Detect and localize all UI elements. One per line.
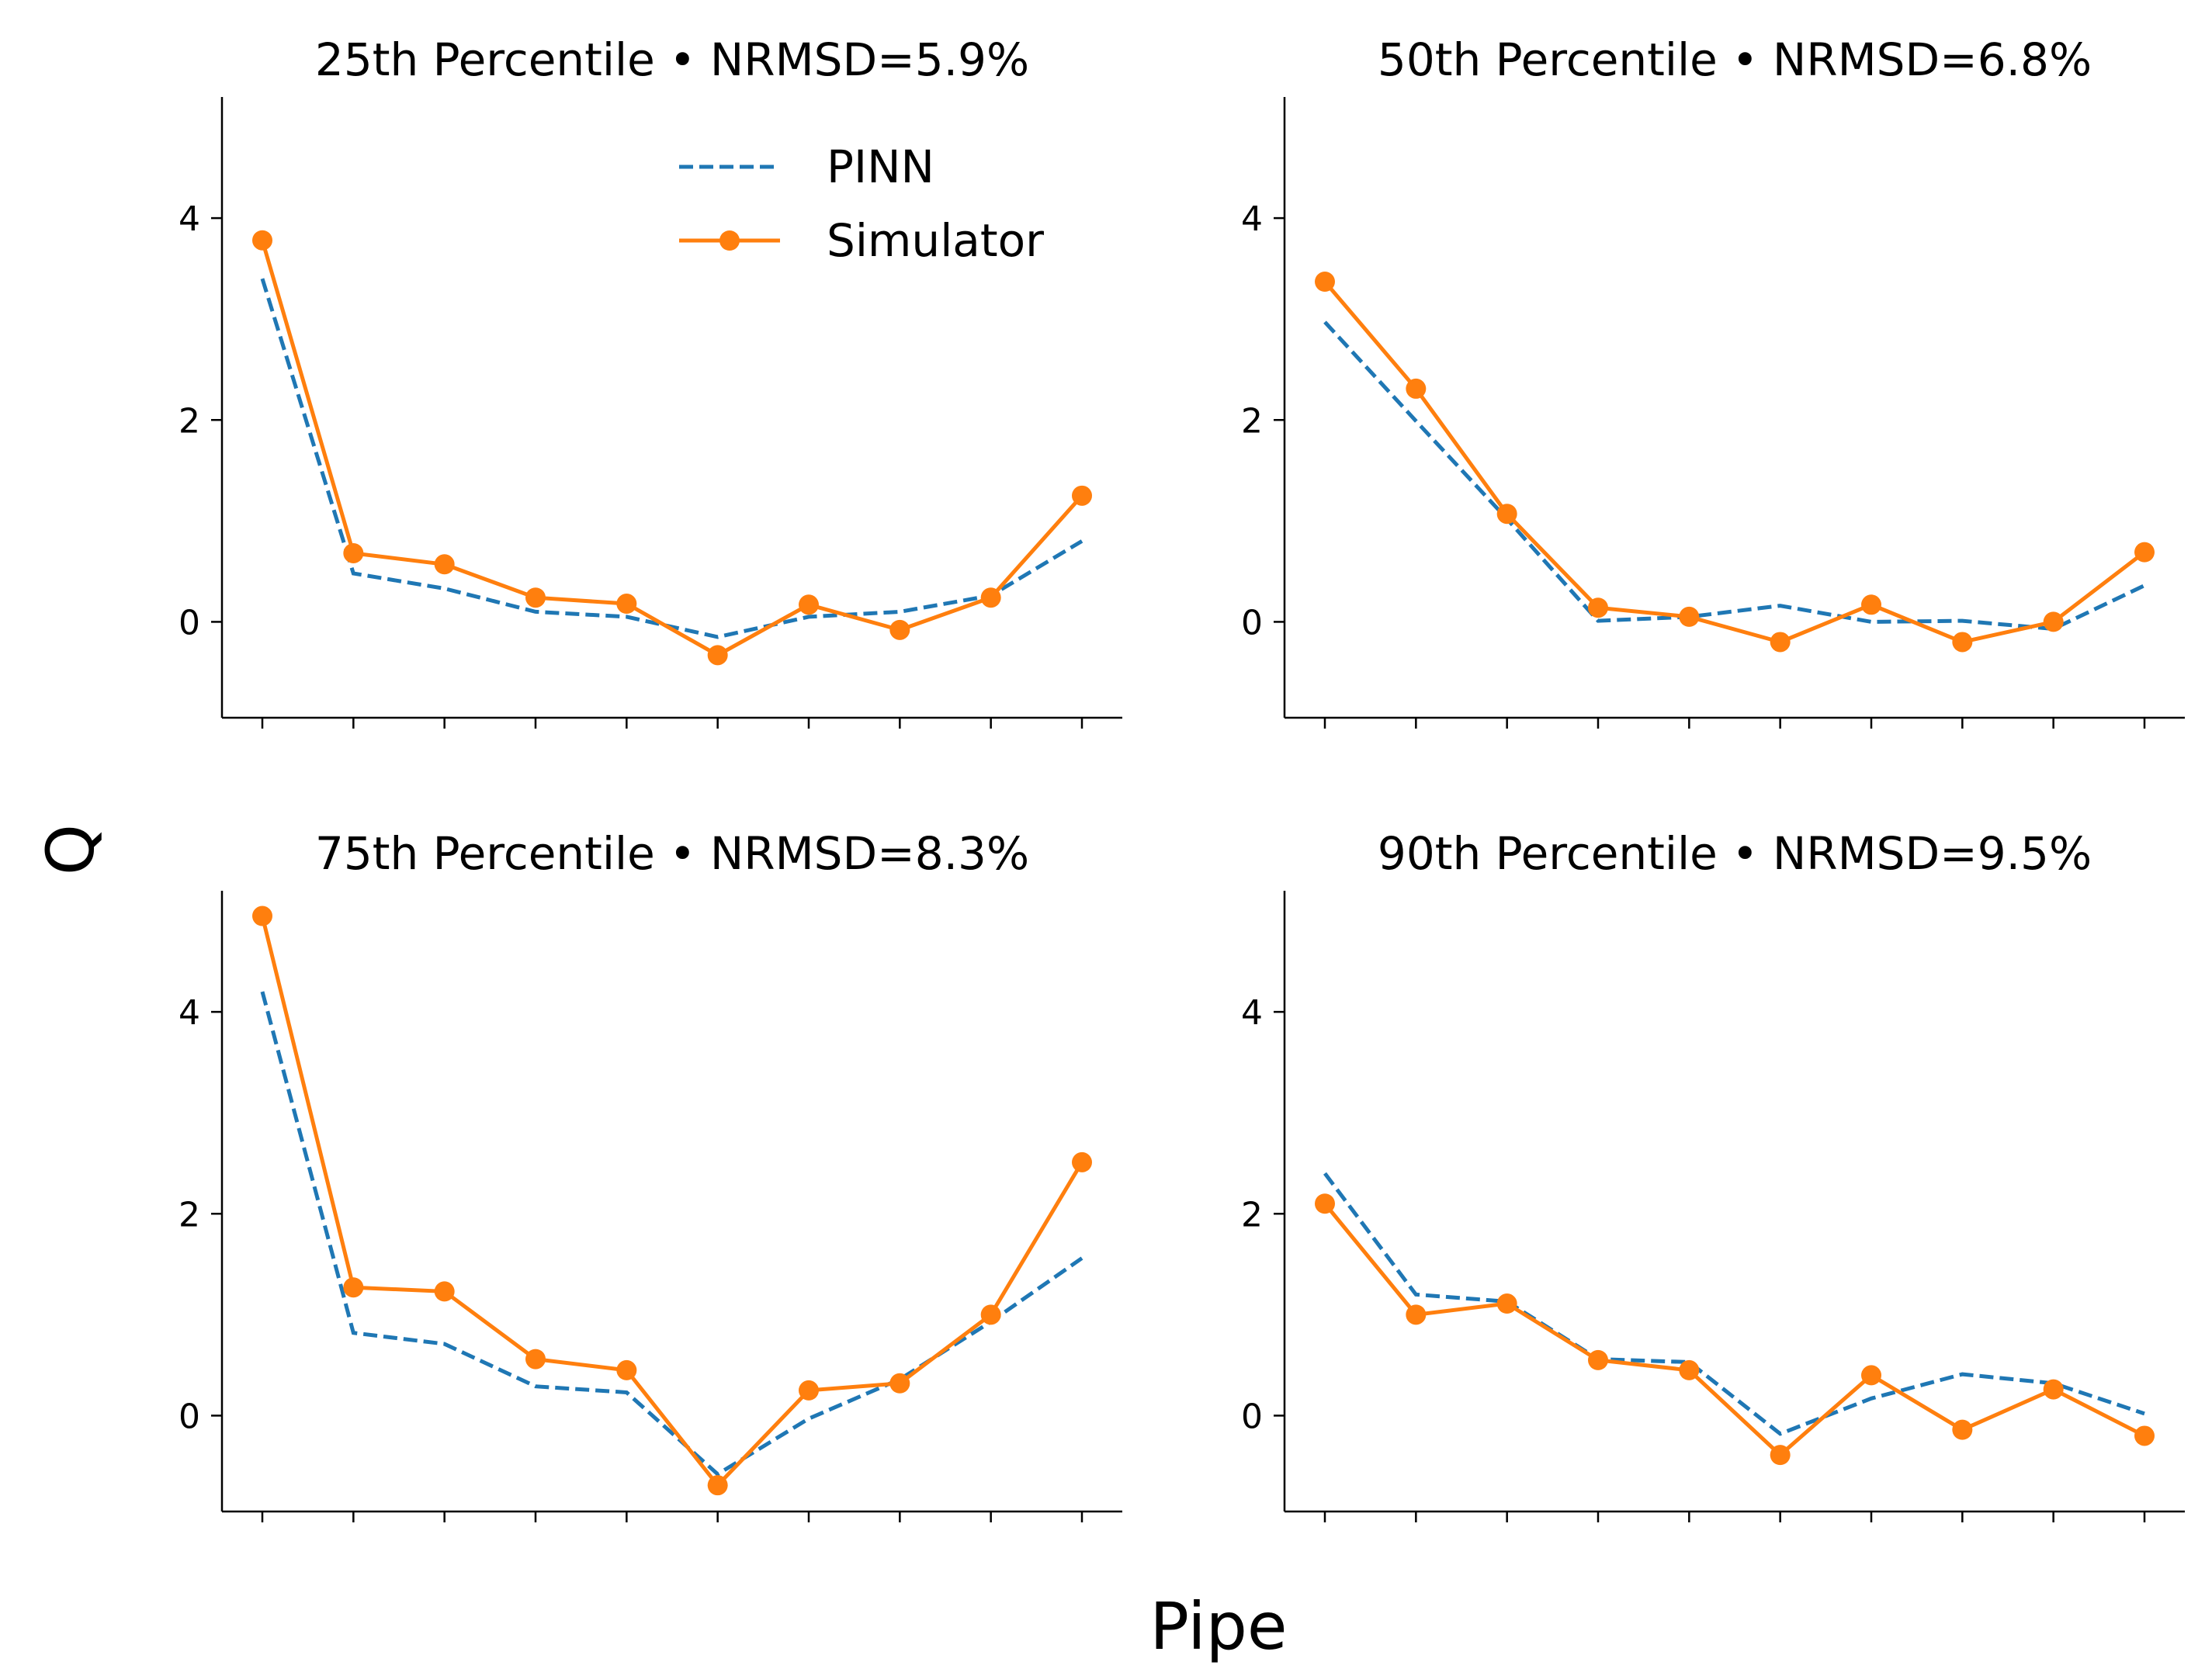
simulator-point	[1770, 1445, 1791, 1466]
simulator-point	[343, 542, 364, 563]
simulator-point	[2043, 1379, 2064, 1400]
panel-title: 90th Percentile • NRMSD=9.5%	[1378, 827, 2092, 880]
simulator-point	[707, 645, 728, 666]
y-tick-label: 0	[179, 1397, 200, 1436]
simulator-point	[2134, 542, 2155, 563]
y-tick-label: 4	[179, 199, 200, 239]
simulator-point	[1952, 1419, 1973, 1440]
series-line-simulator	[260, 240, 1083, 658]
y-tick-label: 2	[1241, 1195, 1263, 1234]
y-tick-label: 0	[1241, 1397, 1263, 1436]
simulator-point	[1861, 1365, 1881, 1386]
y-tick-label: 0	[179, 603, 200, 642]
simulator-point	[1496, 1293, 1517, 1314]
simulator-point	[1679, 606, 1700, 627]
simulator-point	[1072, 485, 1092, 506]
y-tick-label: 4	[1241, 993, 1263, 1033]
simulator-point	[1315, 1193, 1335, 1214]
simulator-point	[2043, 611, 2064, 632]
legend-label: PINN	[827, 140, 934, 193]
series-line-pinn	[1323, 1172, 2145, 1436]
series-line-pinn	[1323, 320, 2146, 632]
simulator-point	[2134, 1425, 2155, 1446]
simulator-point	[525, 587, 546, 608]
panel-4: 0 2 4 90th Percentile • NRMSD=9.5%	[1241, 827, 2185, 1522]
simulator-point	[1496, 504, 1517, 525]
y-tick-label: 4	[1241, 199, 1263, 239]
simulator-point	[1406, 1304, 1427, 1325]
simulator-point	[616, 1359, 637, 1380]
simulator-point	[1588, 597, 1608, 618]
legend-marker-simulator	[719, 230, 740, 251]
legend-label: Simulator	[827, 214, 1044, 267]
simulator-point	[980, 1304, 1001, 1325]
simulator-point	[1679, 1359, 1700, 1380]
simulator-point	[434, 554, 455, 575]
y-axis-label: Q	[33, 824, 109, 875]
simulator-point	[525, 1349, 546, 1370]
simulator-point	[252, 230, 272, 251]
series-line-pinn	[260, 991, 1083, 1477]
series-line-simulator	[1323, 280, 2146, 645]
simulator-point	[980, 587, 1001, 608]
y-tick-label: 2	[179, 1195, 200, 1234]
simulator-point	[1588, 1349, 1608, 1370]
panel-title: 75th Percentile • NRMSD=8.3%	[315, 827, 1029, 880]
simulator-point	[343, 1277, 364, 1298]
panel-1: 0 2 4 25th Percentile • NRMSD=5.9%	[179, 33, 1122, 729]
panel-2: 0 2 4 50th Percentile • NRMSD=6.8%	[1241, 33, 2185, 729]
panel-3: 0 2 4 75th Percentile • NRMSD=8.3%	[179, 827, 1122, 1522]
simulator-point	[252, 906, 272, 926]
simulator-point	[707, 1475, 728, 1496]
simulator-point	[1861, 594, 1881, 615]
simulator-point	[1315, 272, 1335, 293]
y-tick-label: 2	[1241, 401, 1263, 441]
simulator-point	[799, 1380, 819, 1401]
simulator-point	[799, 594, 819, 615]
series-line-simulator	[260, 915, 1084, 1488]
simulator-point	[434, 1281, 455, 1302]
panel-title: 50th Percentile • NRMSD=6.8%	[1378, 33, 2092, 86]
y-tick-label: 0	[1241, 603, 1263, 642]
simulator-point	[1952, 632, 1973, 653]
simulator-point	[616, 594, 637, 615]
simulator-point	[889, 1373, 910, 1394]
x-axis-label: Pipe	[1149, 1588, 1287, 1664]
simulator-point	[1406, 378, 1427, 399]
y-tick-label: 4	[179, 993, 200, 1033]
legend: PINN Simulator	[679, 140, 1044, 267]
simulator-point	[889, 619, 910, 640]
panel-title: 25th Percentile • NRMSD=5.9%	[315, 33, 1029, 86]
simulator-point	[1072, 1151, 1092, 1172]
series-line-simulator	[1323, 1202, 2146, 1458]
series-line-pinn	[260, 278, 1083, 639]
simulator-point	[1770, 632, 1791, 653]
y-tick-label: 2	[179, 401, 200, 441]
